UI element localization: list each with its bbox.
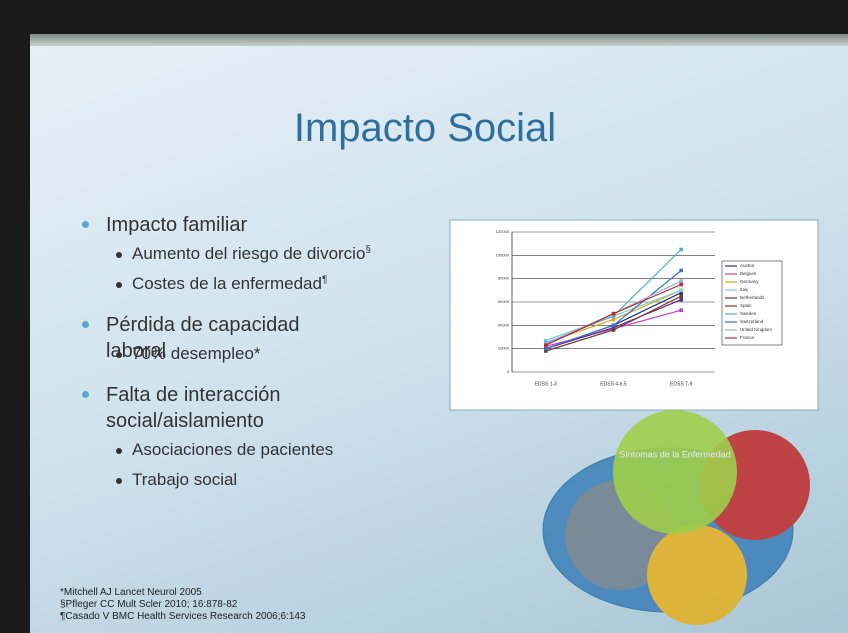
legend-label: Germany [740, 279, 759, 284]
x-tick-label: EDSS 7-9 [670, 381, 692, 387]
point-marker [679, 248, 683, 252]
point-marker [679, 289, 683, 293]
y-tick-label: 100000 [496, 252, 510, 257]
legend-label: Italy [740, 287, 749, 292]
point-marker [612, 312, 616, 316]
legend-label: France [740, 335, 755, 340]
y-tick-label: 80000 [498, 276, 510, 281]
venn-circle [613, 410, 737, 534]
point-marker [679, 269, 683, 273]
legend-label: Austria [740, 263, 755, 268]
y-tick-label: 60000 [498, 299, 510, 304]
legend-label: Spain [740, 303, 752, 308]
point-marker [679, 279, 683, 283]
chart: Síntomas de la Enfermedad 02000040000600… [0, 0, 848, 633]
venn-diagram: Síntomas de la Enfermedad [543, 410, 810, 625]
legend-label: United Kingdom [740, 327, 772, 332]
legend-label: Switzerland [740, 319, 764, 324]
y-tick-label: 120000 [496, 229, 510, 234]
x-tick-label: EDSS 1-3 [535, 381, 557, 387]
legend-label: Netherlands [740, 295, 765, 300]
legend-label: Belgium [740, 271, 757, 276]
y-tick-label: 20000 [498, 346, 510, 351]
point-marker [679, 283, 683, 287]
point-marker [679, 298, 683, 302]
point-marker [544, 347, 548, 351]
x-tick-label: EDSS 4-6.5 [600, 381, 627, 387]
point-marker [679, 294, 683, 298]
point-marker [612, 328, 616, 332]
legend-label: Sweden [740, 311, 757, 316]
point-marker [612, 324, 616, 328]
point-marker [544, 343, 548, 347]
point-marker [679, 308, 683, 312]
venn-label: Síntomas de la Enfermedad [619, 449, 731, 459]
page: Impacto Social Impacto familiarAumento d… [0, 0, 848, 633]
venn-circle [647, 525, 747, 625]
y-tick-label: 40000 [498, 322, 510, 327]
point-marker [612, 318, 616, 322]
